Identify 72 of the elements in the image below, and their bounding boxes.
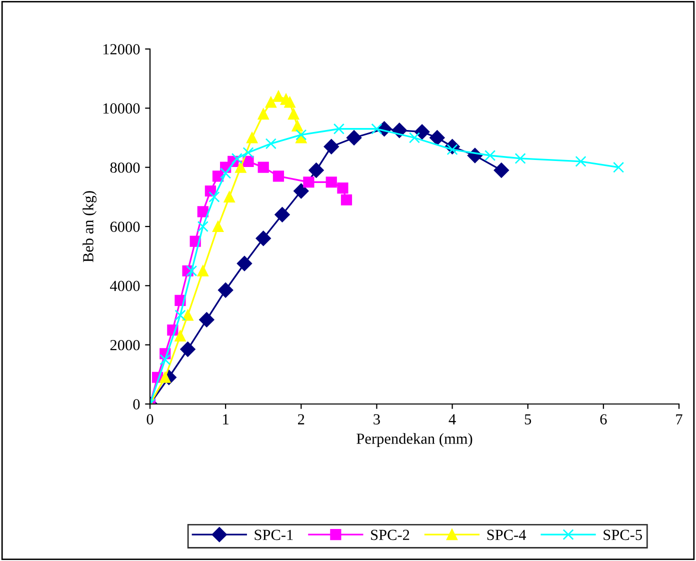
x-tick-label: 7 <box>676 414 682 424</box>
point <box>160 354 171 366</box>
point <box>340 194 352 206</box>
point <box>182 310 194 321</box>
point <box>236 256 252 272</box>
y-tick-label: 8000 <box>110 162 140 173</box>
point <box>272 90 284 102</box>
point <box>292 120 303 132</box>
y-tick-label: 4000 <box>110 280 140 292</box>
point <box>235 162 246 173</box>
point <box>575 156 586 167</box>
point <box>324 139 339 154</box>
y-axis-title: Beb an (kg) <box>82 191 97 262</box>
y-tick-label: 12000 <box>103 44 140 54</box>
x-tick-label: 0 <box>146 414 154 424</box>
y-tick-label: 6000 <box>110 222 140 232</box>
point <box>212 220 224 232</box>
x-tick-label: 1 <box>223 414 228 424</box>
point <box>308 162 324 178</box>
point <box>231 152 242 164</box>
point <box>208 191 220 202</box>
point <box>346 130 362 146</box>
point <box>186 265 198 276</box>
y-tick-label: 0 <box>133 399 140 410</box>
point <box>224 191 235 202</box>
point <box>272 170 284 182</box>
point <box>494 162 509 178</box>
point <box>174 330 186 342</box>
legend-label: SPC-2 <box>371 530 410 540</box>
point <box>258 162 269 173</box>
x-tick-label: 5 <box>524 414 532 424</box>
point <box>218 282 234 298</box>
point <box>220 168 232 179</box>
point <box>265 96 276 108</box>
point <box>371 123 382 134</box>
point <box>258 108 269 120</box>
point <box>197 265 208 276</box>
point <box>284 96 296 108</box>
point <box>303 176 314 188</box>
point <box>408 132 420 144</box>
point <box>294 183 309 199</box>
point <box>296 129 307 140</box>
point <box>197 220 208 232</box>
point <box>199 312 214 328</box>
point <box>197 206 208 218</box>
legend-label: SPC-4 <box>487 530 526 540</box>
point <box>326 176 337 188</box>
point <box>514 152 526 164</box>
point <box>430 130 445 146</box>
point <box>288 108 300 120</box>
point <box>174 310 186 321</box>
point <box>246 132 258 144</box>
point <box>256 230 271 246</box>
x-tick-label: 2 <box>298 414 304 424</box>
point <box>484 150 496 162</box>
legend-label: SPC-5 <box>604 530 642 540</box>
y-tick-label: 2000 <box>110 340 140 350</box>
point <box>265 138 276 150</box>
point <box>414 124 430 140</box>
point <box>337 182 348 194</box>
point <box>242 156 254 167</box>
x-axis-title: Perpendekan (mm) <box>356 433 472 447</box>
y-tick-label: 10000 <box>103 103 140 114</box>
point <box>274 207 290 222</box>
x-tick-label: 6 <box>600 414 607 424</box>
point <box>180 342 196 357</box>
legend-label: SPC-1 <box>254 530 293 540</box>
point <box>242 146 254 158</box>
point <box>333 123 344 134</box>
point <box>612 162 624 173</box>
x-tick-label: 4 <box>448 414 456 424</box>
x-tick-label: 3 <box>374 414 380 424</box>
